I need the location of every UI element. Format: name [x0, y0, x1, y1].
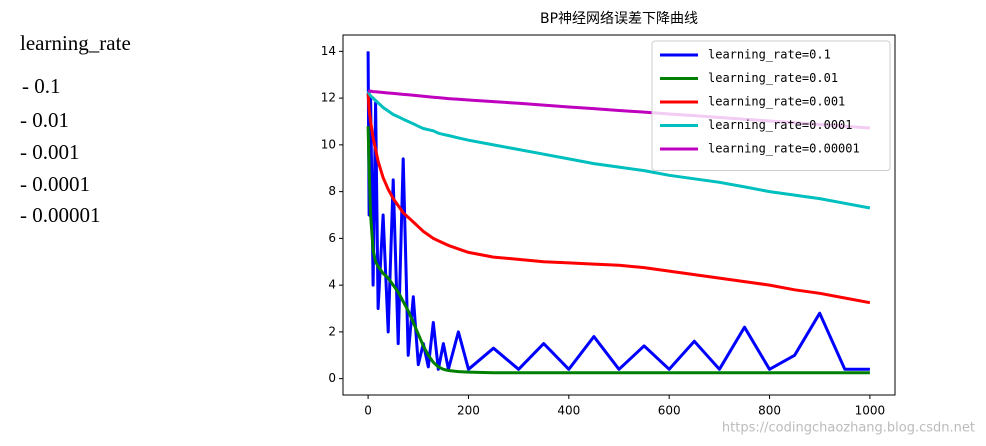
y-tick-label: 2	[328, 324, 336, 338]
y-tick-label: 14	[321, 44, 336, 58]
notes-item: - 0.00001	[20, 203, 101, 227]
line-series	[366, 90, 871, 210]
y-tick-label: 12	[321, 91, 336, 105]
x-tick-label: 1000	[855, 404, 886, 418]
line-series	[366, 51, 870, 371]
x-tick-label: 400	[557, 404, 580, 418]
legend-box	[651, 40, 891, 171]
y-tick-label: 10	[321, 137, 336, 151]
notes-item: - 0.1	[22, 74, 61, 98]
notes-heading: learning_rate	[20, 31, 131, 55]
x-tick-label: 800	[758, 404, 781, 418]
watermark: https://codingchaozhang.blog.csdn.net	[722, 421, 975, 436]
notes-item: - 0.0001	[20, 172, 90, 196]
chart-title: BP神经网络误差下降曲线	[540, 11, 698, 27]
x-tick-label: 600	[658, 404, 681, 418]
legend-label: learning_rate=0.00001	[708, 142, 860, 156]
y-tick-label: 0	[328, 371, 336, 385]
y-tick-label: 4	[328, 278, 336, 292]
legend-label: learning_rate=0.001	[708, 95, 845, 109]
x-tick-label: 200	[457, 404, 480, 418]
legend-label: learning_rate=0.01	[708, 71, 838, 85]
x-tick-label: 0	[364, 404, 372, 418]
notes-item: - 0.001	[20, 140, 80, 164]
line-series	[366, 126, 870, 375]
plot-frame	[342, 34, 896, 396]
y-tick-label: 8	[328, 184, 336, 198]
line-series	[366, 93, 871, 305]
legend-label: learning_rate=0.1	[708, 48, 831, 62]
legend-label: learning_rate=0.0001	[708, 118, 853, 132]
notes-item: - 0.01	[20, 108, 69, 132]
y-tick-label: 6	[328, 231, 336, 245]
